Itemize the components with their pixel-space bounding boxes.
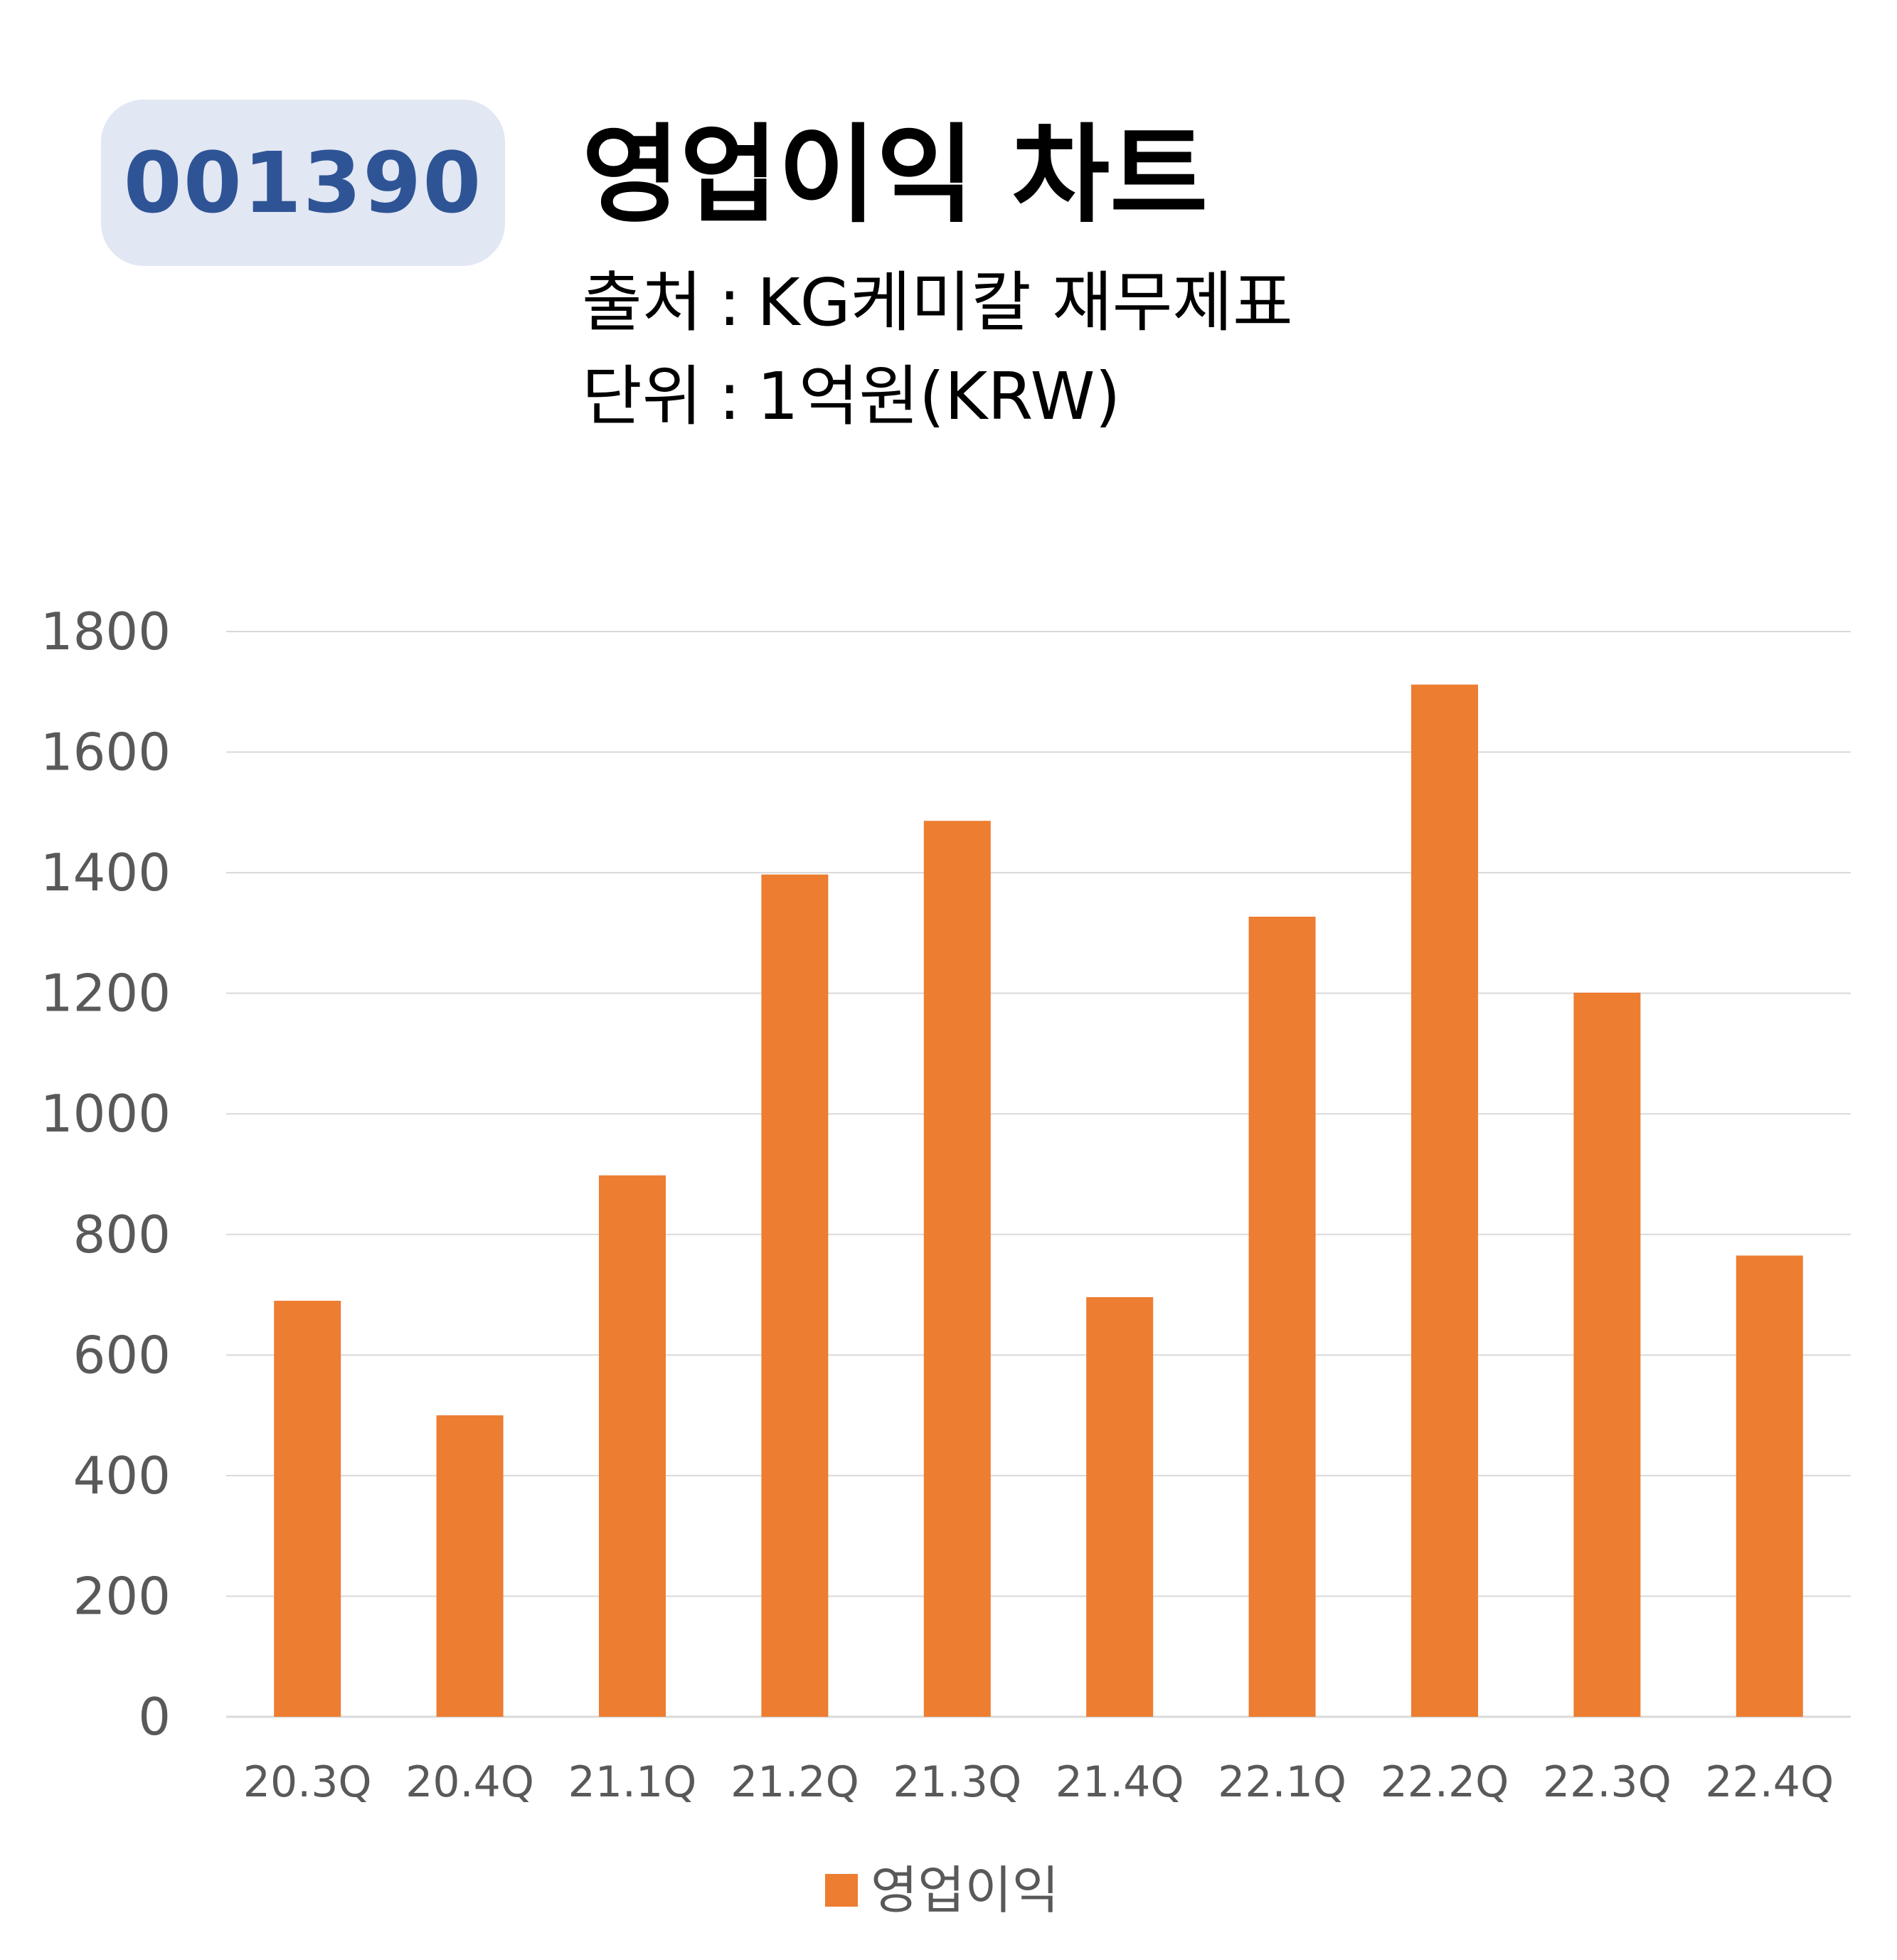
bar bbox=[274, 1301, 341, 1717]
bar bbox=[1411, 684, 1478, 1717]
unit-separator: : bbox=[718, 358, 741, 435]
y-tick-label: 600 bbox=[73, 1325, 171, 1385]
y-axis-ticks: 0 200 400 600 800 1000 1200 1400 1600 1800 bbox=[41, 602, 171, 1747]
x-tick-label: 20.4Q bbox=[405, 1757, 534, 1807]
x-tick-label: 22.4Q bbox=[1705, 1757, 1834, 1807]
bar bbox=[1573, 992, 1641, 1717]
x-tick-label: 22.3Q bbox=[1543, 1757, 1672, 1807]
x-tick-label: 22.1Q bbox=[1218, 1757, 1346, 1807]
bar bbox=[761, 874, 829, 1717]
bars bbox=[274, 684, 1803, 1717]
source-label: 출처 bbox=[582, 265, 703, 341]
x-tick-label: 22.2Q bbox=[1381, 1757, 1509, 1807]
stock-code: 001390 bbox=[123, 134, 483, 232]
bar bbox=[599, 1175, 666, 1717]
legend-label: 영업이익 bbox=[871, 1860, 1059, 1920]
bar bbox=[1736, 1255, 1803, 1717]
unit-line: 단위:1억원(KRW) bbox=[582, 364, 1120, 430]
x-tick-label: 21.1Q bbox=[568, 1757, 697, 1807]
bar bbox=[1086, 1296, 1154, 1717]
source-value: KG케미칼 재무제표 bbox=[757, 265, 1293, 341]
legend: 영업이익 bbox=[825, 1865, 1059, 1916]
bar bbox=[436, 1415, 504, 1717]
x-tick-label: 21.4Q bbox=[1056, 1757, 1184, 1807]
y-tick-label: 1000 bbox=[41, 1084, 171, 1144]
x-tick-label: 20.3Q bbox=[243, 1757, 372, 1807]
x-tick-label: 21.3Q bbox=[893, 1757, 1021, 1807]
legend-swatch bbox=[825, 1874, 858, 1907]
unit-value: 1억원(KRW) bbox=[757, 358, 1121, 435]
y-tick-label: 800 bbox=[73, 1205, 171, 1264]
stock-code-badge: 001390 bbox=[101, 100, 505, 266]
y-tick-label: 400 bbox=[73, 1446, 171, 1506]
bar bbox=[923, 821, 991, 1717]
y-tick-label: 200 bbox=[73, 1566, 171, 1626]
x-tick-label: 21.2Q bbox=[730, 1757, 859, 1807]
y-tick-label: 0 bbox=[138, 1687, 171, 1747]
chart-title: 영업이익 차트 bbox=[582, 114, 1208, 238]
y-tick-label: 1200 bbox=[41, 964, 171, 1023]
bar bbox=[1248, 916, 1316, 1717]
source-line: 출처: KG케미칼 재무제표 bbox=[582, 270, 1293, 336]
unit-label: 단위 bbox=[582, 358, 703, 435]
y-tick-label: 1400 bbox=[41, 843, 171, 902]
y-tick-label: 1600 bbox=[41, 723, 171, 782]
y-tick-label: 1800 bbox=[41, 602, 171, 661]
source-separator: : bbox=[718, 265, 741, 341]
x-axis-ticks: 20.3Q 20.4Q 21.1Q 21.2Q 21.3Q 21.4Q 22.1Q 22.2Q… bbox=[243, 1757, 1834, 1807]
